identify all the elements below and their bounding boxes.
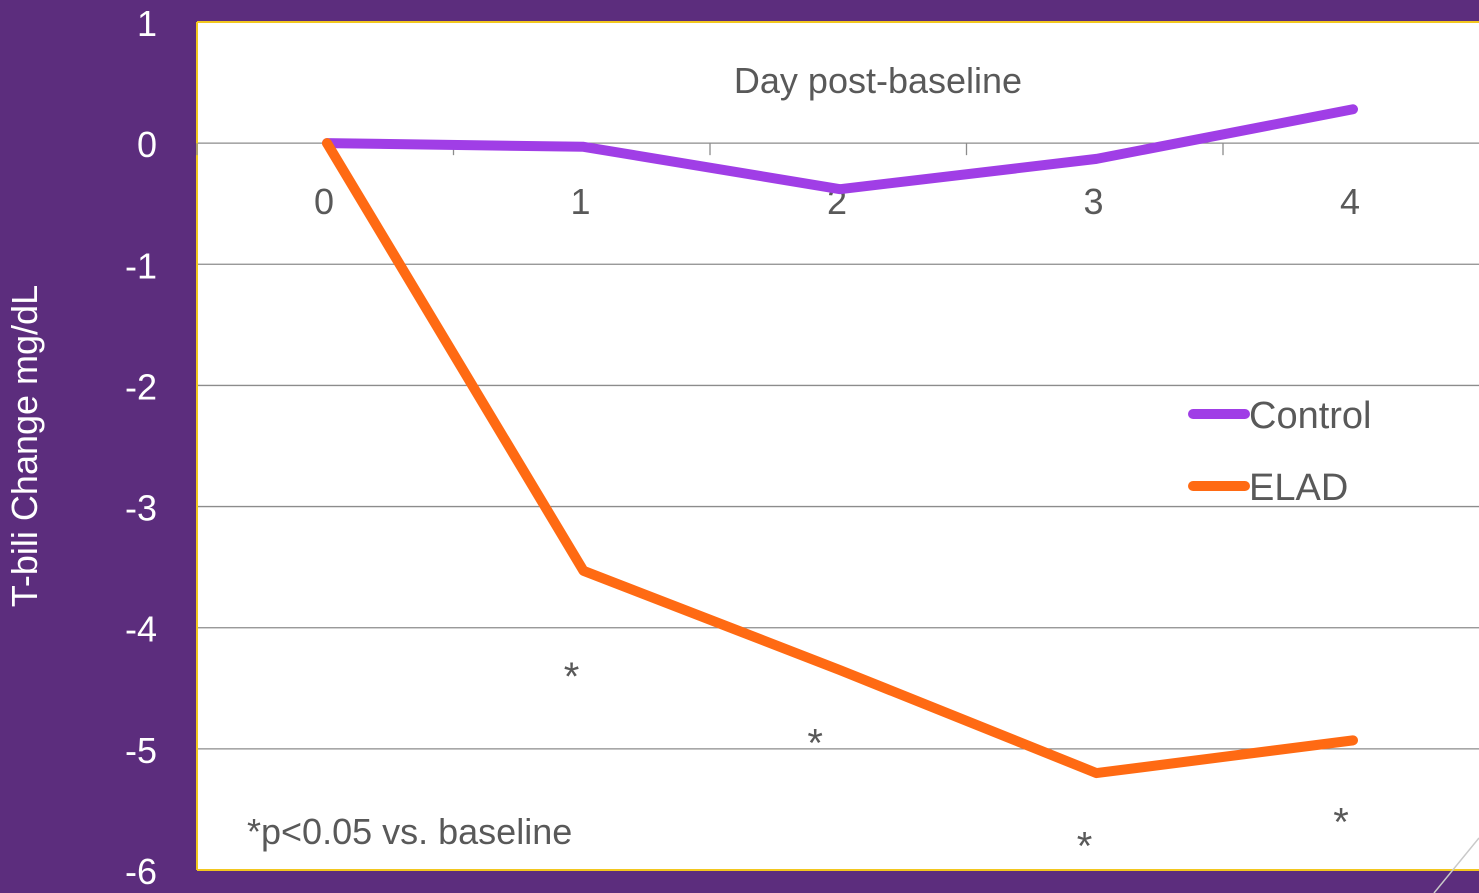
series-line-elad xyxy=(322,138,1358,779)
series-lines xyxy=(322,104,1358,779)
gridlines xyxy=(197,142,1479,750)
x-tick-label: 4 xyxy=(1340,181,1360,222)
y-tick-label: -1 xyxy=(125,245,157,286)
series-line-control xyxy=(322,104,1358,195)
y-tick-label: -4 xyxy=(125,609,157,650)
x-tick-label: 1 xyxy=(570,181,590,222)
significance-marks: * * * * xyxy=(564,655,1349,869)
legend-label-elad: ELAD xyxy=(1249,467,1348,509)
legend: Control ELAD xyxy=(1188,395,1372,509)
y-tick-label: -3 xyxy=(125,488,157,529)
y-axis-label: T-bili Change mg/dL xyxy=(4,285,45,607)
footnote: *p<0.05 vs. baseline xyxy=(247,811,572,852)
y-tick-label: -2 xyxy=(125,366,157,407)
corner-decoration xyxy=(1433,837,1479,893)
legend-label-control: Control xyxy=(1249,395,1372,437)
y-axis-tick-labels: 1 0 -1 -2 -3 -4 -5 -6 xyxy=(125,3,157,892)
significance-asterisk: * xyxy=(807,722,823,766)
significance-asterisk: * xyxy=(1333,800,1349,844)
significance-asterisk: * xyxy=(564,655,580,699)
significance-asterisk: * xyxy=(1077,825,1093,869)
plot-area xyxy=(197,22,1479,870)
x-axis-label: Day post-baseline xyxy=(734,60,1022,101)
x-tick-label: 0 xyxy=(314,181,334,222)
y-tick-label: 1 xyxy=(137,3,157,44)
x-tick-label: 3 xyxy=(1083,181,1103,222)
y-tick-label: -5 xyxy=(125,730,157,771)
y-tick-label: 0 xyxy=(137,124,157,165)
y-tick-label: -6 xyxy=(125,851,157,892)
